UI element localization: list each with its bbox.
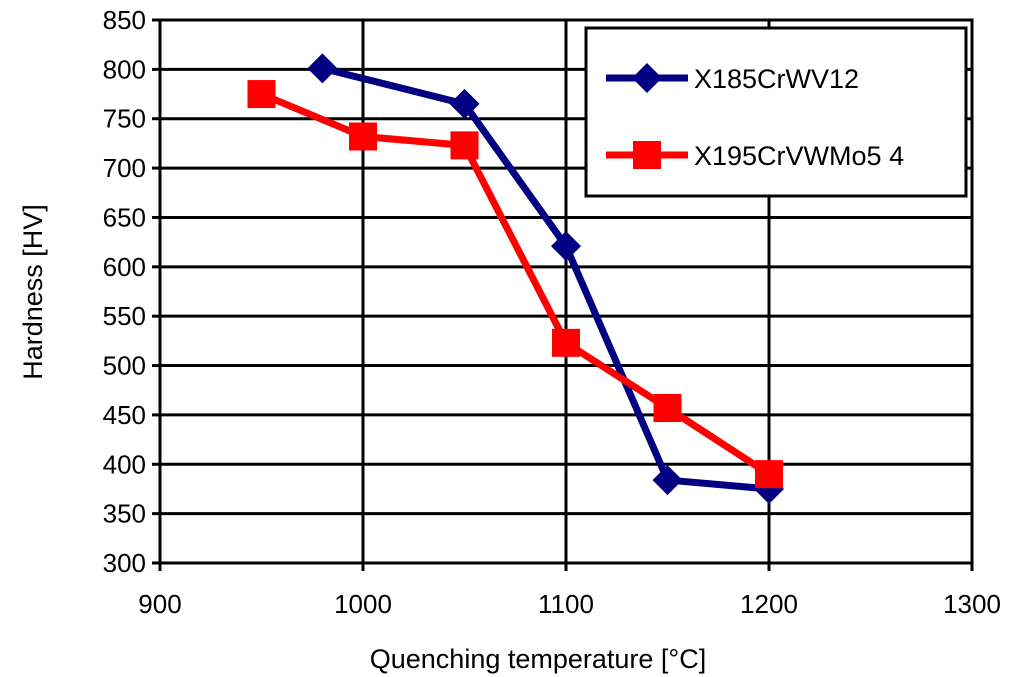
y-tick-label: 800 (103, 54, 146, 84)
y-tick-label: 500 (103, 351, 146, 381)
legend-label: X185CrWV12 (694, 64, 859, 94)
y-axis-title: Hardness [HV] (18, 204, 48, 380)
data-point (307, 53, 338, 84)
series-x185crwv12 (307, 53, 784, 504)
data-point (450, 131, 479, 160)
y-tick-label: 850 (103, 5, 146, 35)
y-tick-label: 750 (103, 104, 146, 134)
x-tick-label: 1000 (334, 589, 392, 619)
y-tick-label: 650 (103, 202, 146, 232)
data-point (755, 460, 783, 489)
x-tick-label: 1200 (740, 589, 798, 619)
x-tick-label: 1300 (943, 589, 1001, 619)
series-line (260, 90, 771, 478)
x-axis-title: Quenching temperature [°C] (370, 644, 706, 674)
series-x195crvwmo5-4 (247, 80, 783, 489)
data-point (652, 465, 683, 496)
y-tick-label: 600 (103, 252, 146, 282)
legend-label: X195CrVWMo5 4 (694, 141, 904, 171)
data-point (349, 122, 377, 151)
axis-ticks: 300 350 400 450 500 550 600 650 700 750 800 850 900 1… (103, 5, 1001, 619)
legend-marker (632, 63, 662, 93)
data-point (247, 80, 276, 109)
series-layer (247, 53, 784, 504)
legend: X185CrWV12 X195CrVWMo5 4 (584, 26, 968, 198)
data-point (551, 231, 581, 262)
y-tick-label: 550 (103, 301, 146, 331)
legend-marker (633, 141, 661, 169)
data-point (449, 88, 480, 119)
y-tick-label: 450 (103, 400, 146, 430)
y-tick-label: 400 (103, 449, 146, 479)
x-tick-label: 1100 (538, 589, 594, 619)
data-point (552, 328, 580, 357)
y-tick-label: 350 (103, 499, 146, 529)
y-tick-label: 300 (103, 548, 146, 578)
x-tick-label: 900 (138, 589, 181, 619)
data-point (653, 393, 682, 422)
y-tick-label: 700 (103, 153, 146, 183)
